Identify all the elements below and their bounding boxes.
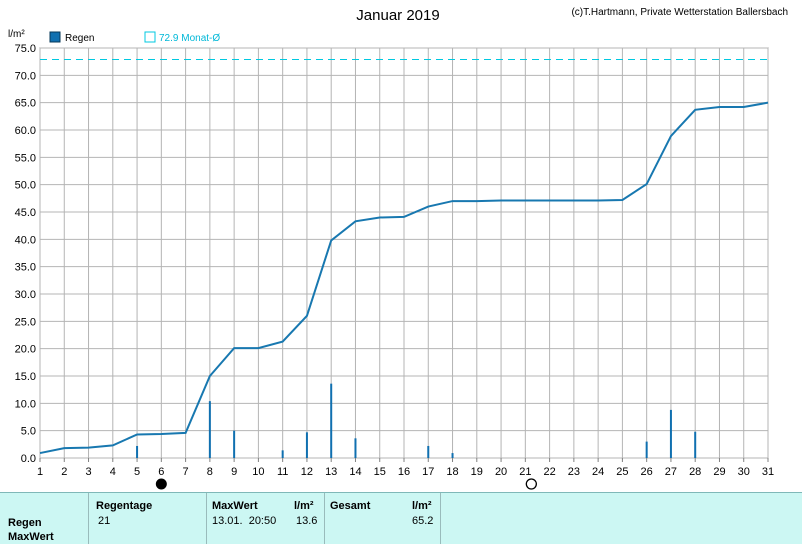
value-maxwert-time: 13.01. 20:50 [212, 515, 277, 527]
daily-rain-bar [281, 450, 284, 458]
y-tick-label: 10.0 [15, 398, 36, 410]
x-tick-label: 9 [231, 466, 237, 478]
daily-rain-bar [305, 432, 308, 458]
row-label-maxwert: MaxWert [8, 531, 54, 543]
daily-rain-bar [427, 445, 430, 458]
cumulative-rain-line [39, 101, 769, 455]
x-tick-label: 2 [61, 466, 67, 478]
x-tick-label: 26 [641, 466, 653, 478]
x-tick-label: 16 [398, 466, 410, 478]
x-tick-label: 5 [134, 466, 140, 478]
daily-rain-bar [208, 401, 211, 458]
x-tick-label: 14 [349, 466, 361, 478]
legend-rain-label: Regen [65, 33, 94, 44]
x-tick-label: 12 [301, 466, 313, 478]
x-tick-label: 23 [568, 466, 580, 478]
chart-title: Januar 2019 [356, 7, 439, 24]
y-tick-label: 50.0 [15, 180, 36, 192]
y-tick-label: 5.0 [21, 426, 36, 438]
y-tick-label: 15.0 [15, 371, 36, 383]
y-tick-label: 30.0 [15, 289, 36, 301]
x-tick-label: 7 [183, 466, 189, 478]
y-unit-label: l/m² [8, 29, 25, 40]
x-tick-label: 4 [110, 466, 116, 478]
header-maxwert: MaxWert [212, 500, 258, 512]
x-tick-label: 25 [616, 466, 628, 478]
header-regentage: Regentage [96, 500, 153, 512]
header-unit-max: l/m² [294, 500, 314, 512]
daily-rain-bar [451, 453, 454, 458]
daily-rain-bar [136, 445, 139, 458]
daily-rain-bar [694, 431, 697, 458]
header-unit-total: l/m² [412, 500, 432, 512]
x-tick-label: 15 [374, 466, 386, 478]
daily-rain-bar [645, 441, 648, 458]
daily-rain-bar [330, 383, 333, 458]
y-tick-label: 55.0 [15, 152, 36, 164]
rain-chart: Januar 2019 (c)T.Hartmann, Private Wette… [8, 7, 788, 490]
daily-rain-bars [136, 383, 697, 458]
x-tick-label: 18 [446, 466, 458, 478]
x-tick-label: 21 [519, 466, 531, 478]
y-tick-label: 70.0 [15, 70, 36, 82]
moon-markers [155, 478, 537, 490]
y-tick-label: 25.0 [15, 316, 36, 328]
legend-rain-swatch [49, 31, 61, 43]
x-tick-label: 6 [158, 466, 164, 478]
full-moon-icon [525, 478, 537, 490]
x-tick-label: 17 [422, 466, 434, 478]
x-tick-label: 1 [37, 466, 43, 478]
x-tick-label: 28 [689, 466, 701, 478]
x-tick-label: 24 [592, 466, 604, 478]
x-tick-label: 10 [252, 466, 264, 478]
daily-rain-bar [669, 409, 672, 458]
x-tick-label: 11 [277, 466, 288, 478]
value-regentage: 21 [98, 515, 111, 527]
x-tick-label: 19 [471, 466, 483, 478]
legend-avg-swatch [144, 31, 156, 43]
value-gesamt: 65.2 [412, 515, 434, 527]
header-gesamt: Gesamt [330, 500, 371, 512]
daily-rain-bar [233, 430, 236, 458]
daily-rain-bar [354, 438, 357, 458]
credit-text: (c)T.Hartmann, Private Wetterstation Bal… [571, 7, 788, 18]
y-tick-label: 65.0 [15, 98, 36, 110]
y-axis-ticks: 0.0 5.0 10.0 15.0 20.0 25.0 30.0 35.0 40.0 45.0 50… [15, 43, 36, 465]
y-tick-label: 35.0 [15, 262, 36, 274]
x-tick-label: 30 [738, 466, 750, 478]
y-tick-label: 0.0 [21, 453, 36, 465]
x-tick-label: 20 [495, 466, 507, 478]
x-tick-label: 22 [543, 466, 555, 478]
y-tick-label: 45.0 [15, 207, 36, 219]
x-tick-label: 13 [325, 466, 337, 478]
y-tick-label: 60.0 [15, 125, 36, 137]
legend-avg-label: 72.9 Monat-Ø [159, 33, 220, 44]
row-label-regen: Regen [8, 517, 42, 529]
new-moon-icon [155, 478, 167, 490]
x-tick-label: 31 [762, 466, 774, 478]
x-tick-label: 29 [713, 466, 725, 478]
value-maxwert: 13.6 [296, 515, 318, 527]
y-tick-label: 40.0 [15, 234, 36, 246]
y-tick-label: 75.0 [15, 43, 36, 55]
grid [39, 47, 769, 459]
x-axis-ticks: 1 2 3 4 5 6 7 8 9 10 11 12 13 14 15 16 17 18 19 20 21 22 23 24 2… [37, 458, 774, 478]
cumulative-series-line [39, 101, 769, 455]
stats-panel: Regen MaxWert Regentage 21 MaxWert l/m² … [0, 492, 802, 544]
x-tick-label: 8 [207, 466, 213, 478]
x-tick-label: 27 [665, 466, 677, 478]
y-tick-label: 20.0 [15, 344, 36, 356]
x-tick-label: 3 [85, 466, 91, 478]
